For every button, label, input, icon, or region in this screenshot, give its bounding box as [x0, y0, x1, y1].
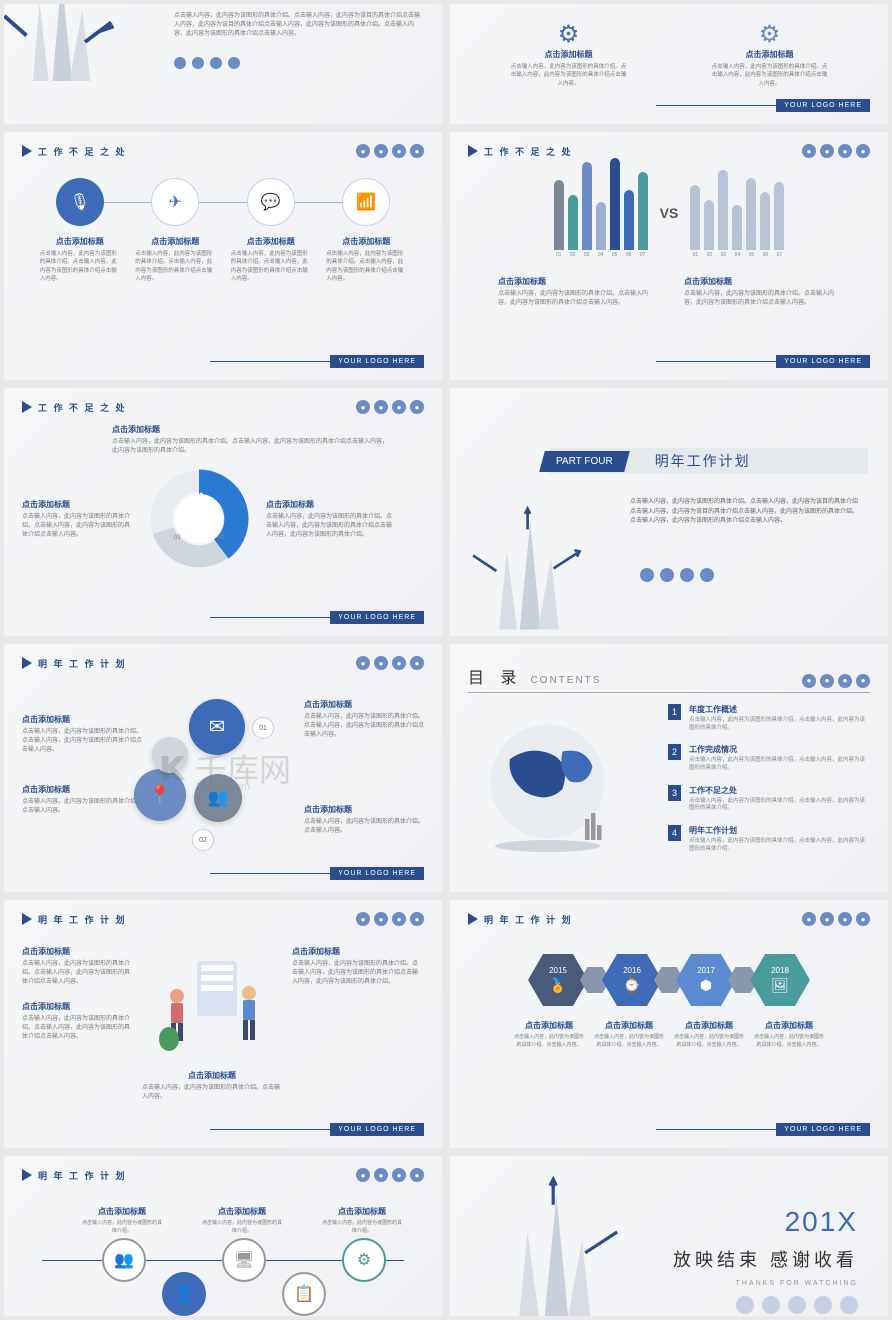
cluster-text: 点击添加标题点击输入内容，此内容为该图形的具体介绍。点击输入内容，此内容为该图形…	[22, 714, 142, 755]
chain-node: 🎙	[56, 178, 104, 226]
gear-desc: 点击输入内容，此内容为该图形的具体介绍。点击输入内容，此内容为该图形的具体介绍点…	[710, 63, 830, 88]
slide-title: 明 年 工 作 计 划	[484, 913, 573, 926]
bar-comparison: 01020304050607 VS 01020304050607	[468, 168, 870, 258]
gear-block-1: ⚙ 点击添加标题 点击输入内容，此内容为该图形的具体介绍。点击输入内容，此内容为…	[509, 20, 629, 88]
thanks-year: 201X	[673, 1206, 858, 1238]
timeline-diagram: 点击添加标题点击输入内容，此内容为该图形的具体介绍。👥点击添加标题点击输入内容，…	[42, 1212, 404, 1316]
crystal-graphic	[470, 1176, 630, 1316]
donut-right-text: 点击添加标题点击输入内容，此内容为该图形的具体介绍。点击输入内容，此内容为该图形…	[266, 499, 396, 540]
logo-text: YOUR LOGO HERE	[330, 611, 424, 624]
slide-partial-left: 点击输入内容，此内容为该图形的具体介绍。点击输入内容，此内容为该目的具体介绍点击…	[4, 4, 442, 124]
gear-title: 点击添加标题	[710, 49, 830, 60]
slide-title: 明 年 工 作 计 划	[38, 657, 127, 670]
slide-grid: 点击输入内容，此内容为该图形的具体介绍。点击输入内容，此内容为该目的具体介绍点击…	[4, 4, 888, 1316]
contents-header: 目 录 CONTENTS ●●●●	[468, 664, 870, 693]
slide-part-four: PART FOUR 明年工作计划 点击输入内容，此内容为该图形的具体介绍。点击输…	[450, 388, 888, 636]
donut-top-text: 点击添加标题点击输入内容，此内容为该图形的具体介绍。点击输入内容，此内容为该图形…	[112, 424, 392, 456]
gear-title: 点击添加标题	[509, 49, 629, 60]
chain-node: 💬	[247, 178, 295, 226]
hex-label: 点击添加标题点击输入内容，此内容为该图形的具体介绍。点击输入内容。	[673, 1020, 745, 1049]
gear-desc: 点击输入内容，此内容为该图形的具体介绍。点击输入内容，此内容为该图形的具体介绍点…	[509, 63, 629, 88]
slide-people: 明 年 工 作 计 划 ●●●● 点击添加标题点击输入内容，此内容为该图形的具体…	[4, 900, 442, 1148]
gear-icon: ⚙	[710, 20, 830, 49]
chain-label: 点击添加标题点击输入内容，此内容为该图形的具体介绍。点击输入内容，此内容为该图形…	[40, 236, 120, 283]
logo-text: YOUR LOGO HERE	[776, 355, 870, 368]
chain-node: ✈	[151, 178, 199, 226]
svg-text:01: 01	[194, 491, 204, 501]
part-icons	[640, 568, 714, 582]
logo-text: YOUR LOGO HERE	[330, 355, 424, 368]
partial-desc: 点击输入内容，此内容为该图形的具体介绍。点击输入内容，此内容为该目的具体介绍点击…	[174, 12, 422, 39]
globe-graphic	[480, 714, 630, 864]
toc-item: 4明年工作计划点击输入内容，此内容为该图形的具体介绍。点击输入内容，此内容为该图…	[668, 825, 868, 853]
people-illustration	[142, 946, 282, 1056]
hdr-icons: ●●●●	[356, 144, 424, 158]
slide-hexagon: 明 年 工 作 计 划 ●●●● 2015🏅2016⌚2017⬢2018🖼 点击…	[450, 900, 888, 1148]
contents-en: CONTENTS	[530, 675, 601, 686]
logo-text: YOUR LOGO HERE	[330, 867, 424, 880]
thanks-icons	[736, 1296, 858, 1314]
circle-cluster: ✉📍👥0102	[134, 699, 294, 859]
part-title: 明年工作计划	[655, 451, 751, 471]
slide-donut: 工 作 不 足 之 处 ●●●● 点击添加标题点击输入内容，此内容为该图形的具体…	[4, 388, 442, 636]
bar-desc-left: 点击添加标题点击输入内容，此内容为该图形的具体介绍。点击输入内容，此内容为该图形…	[498, 276, 654, 308]
chain-label: 点击添加标题点击输入内容，此内容为该图形的具体介绍。点击输入内容，此内容为该图形…	[326, 236, 406, 283]
slide-timeline: 明 年 工 作 计 划 ●●●● 点击添加标题点击输入内容，此内容为该图形的具体…	[4, 1156, 442, 1316]
logo-text: YOUR LOGO HERE	[330, 1123, 424, 1136]
cluster-text: 点击添加标题点击输入内容，此内容为该图形的具体介绍。点击输入内容。	[22, 784, 142, 816]
toc-item: 3工作不足之处点击输入内容，此内容为该图形的具体介绍。点击输入内容，此内容为该图…	[668, 785, 868, 813]
ppl-text-left: 点击添加标题点击输入内容，此内容为该图形的具体介绍。点击输入内容，此内容为该图形…	[22, 946, 132, 1056]
hex-label: 点击添加标题点击输入内容，此内容为该图形的具体介绍。点击输入内容。	[753, 1020, 825, 1049]
cluster-text: 点击添加标题点击输入内容，此内容为该图形的具体介绍。点击输入内容，此内容为该图形…	[304, 699, 424, 740]
gear-block-2: ⚙ 点击添加标题 点击输入内容，此内容为该图形的具体介绍。点击输入内容，此内容为…	[710, 20, 830, 88]
donut-chart: 01 02 03	[144, 464, 254, 574]
part-desc: 点击输入内容，此内容为该图形的具体介绍。点击输入内容，此内容为该目的具体介绍点击…	[630, 498, 858, 527]
hexagon-timeline: 2015🏅2016⌚2017⬢2018🖼	[468, 954, 870, 1006]
toc-item: 2工作完成情况点击输入内容，此内容为该图形的具体介绍。点击输入内容，此内容为该图…	[668, 744, 868, 772]
partial-icon-row	[174, 57, 422, 69]
chain-label: 点击添加标题点击输入内容，此内容为该图形的具体介绍。点击输入内容，此内容为该图形…	[135, 236, 215, 283]
hex-label: 点击添加标题点击输入内容，此内容为该图形的具体介绍。点击输入内容。	[593, 1020, 665, 1049]
ppl-text-right: 点击添加标题点击输入内容，此内容为该图形的具体介绍。点击输入内容，此内容为该图形…	[292, 946, 422, 1056]
thanks-block: 201X 放映结束 感谢收看 THANKS FOR WATCHING	[673, 1206, 858, 1287]
hex-label: 点击添加标题点击输入内容，此内容为该图形的具体介绍。点击输入内容。	[513, 1020, 585, 1049]
svg-text:02: 02	[217, 534, 225, 541]
slide-chain: 工 作 不 足 之 处 ●●●● 🎙 ✈ 💬 📶 点击添加标题点击输入内容，此内…	[4, 132, 442, 380]
toc-list: 1年度工作概述点击输入内容，此内容为该图形的具体介绍。点击输入内容，此内容为该图…	[668, 704, 868, 866]
slide-title: 明 年 工 作 计 划	[38, 913, 127, 926]
vs-label: VS	[660, 205, 679, 221]
slide-partial-right: ⚙ 点击添加标题 点击输入内容，此内容为该图形的具体介绍。点击输入内容，此内容为…	[450, 4, 888, 124]
contents-cn: 目 录	[468, 664, 522, 688]
toc-item: 1年度工作概述点击输入内容，此内容为该图形的具体介绍。点击输入内容，此内容为该图…	[668, 704, 868, 732]
thanks-en: THANKS FOR WATCHING	[673, 1280, 858, 1287]
bar-desc-right: 点击添加标题点击输入内容，此内容为该图形的具体介绍。点击输入内容，此内容为该图形…	[684, 276, 840, 308]
part-tag: PART FOUR	[556, 456, 613, 467]
slide-title: 工 作 不 足 之 处	[38, 145, 127, 158]
logo-bar: YOUR LOGO HERE	[656, 99, 870, 112]
slide-title: 工 作 不 足 之 处	[484, 145, 573, 158]
slide-thanks: 201X 放映结束 感谢收看 THANKS FOR WATCHING	[450, 1156, 888, 1316]
ppl-text-below: 点击添加标题点击输入内容，此内容为该图形的具体介绍。点击输入内容。	[142, 1070, 282, 1102]
chain-node: 📶	[342, 178, 390, 226]
chain-label: 点击添加标题点击输入内容，此内容为该图形的具体介绍。点击输入内容，此内容为该图形…	[231, 236, 311, 283]
crystal-graphic	[4, 4, 124, 94]
gear-icon: ⚙	[509, 20, 629, 49]
slide-bars-vs: 工 作 不 足 之 处 ●●●● 01020304050607 VS 01020…	[450, 132, 888, 380]
slide-title: 明 年 工 作 计 划	[38, 1169, 127, 1182]
section-banner: PART FOUR 明年工作计划	[550, 448, 868, 474]
donut-left-text: 点击添加标题点击输入内容，此内容为该图形的具体介绍。点击输入内容，此内容为该图形…	[22, 499, 132, 540]
logo-text: YOUR LOGO HERE	[776, 99, 870, 112]
chain-diagram: 🎙 ✈ 💬 📶	[32, 178, 414, 226]
svg-text:03: 03	[173, 534, 181, 541]
slide-contents: 目 录 CONTENTS ●●●● 1年度工作概述点击输入内容，此内容为该图形的…	[450, 644, 888, 892]
slide-cluster: 明 年 工 作 计 划 ●●●● ✉📍👥0102 点击添加标题点击输入内容，此内…	[4, 644, 442, 892]
cluster-text: 点击添加标题点击输入内容，此内容为该图形的具体介绍。点击输入内容。	[304, 804, 424, 836]
slide-title: 工 作 不 足 之 处	[38, 401, 127, 414]
thanks-main: 放映结束 感谢收看	[673, 1246, 858, 1272]
crystal-graphic	[460, 506, 590, 636]
logo-text: YOUR LOGO HERE	[776, 1123, 870, 1136]
